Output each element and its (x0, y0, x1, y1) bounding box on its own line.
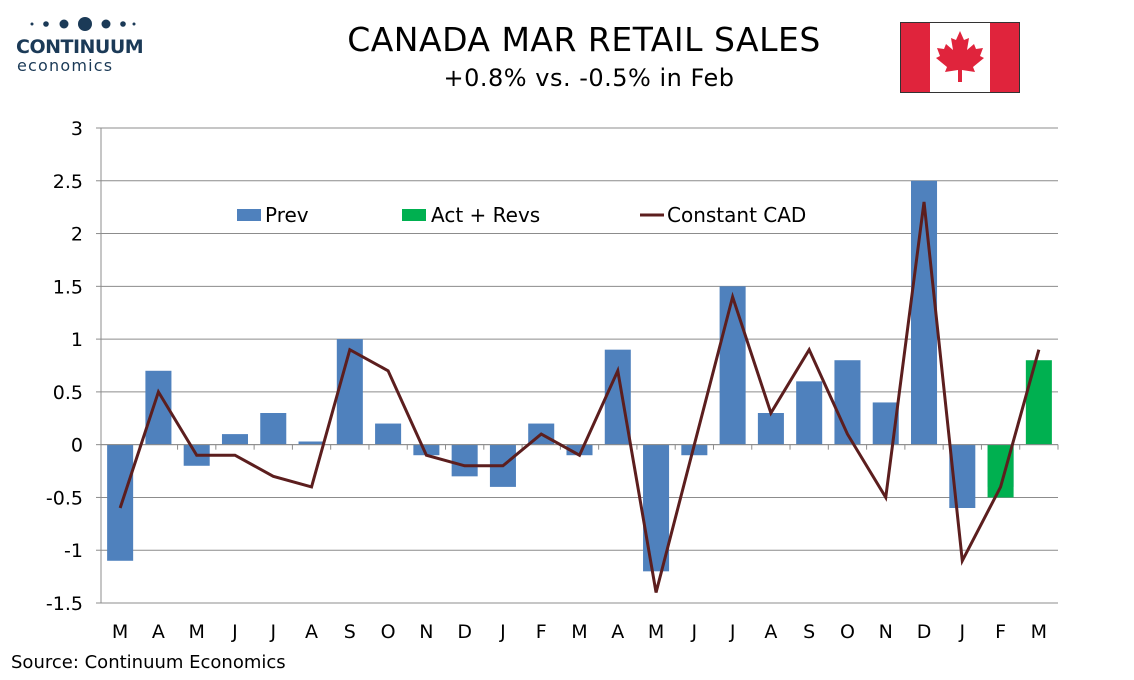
constant-cad-line-group (118, 201, 1041, 593)
x-tick-label: A (764, 621, 777, 643)
y-tick-label: -1 (64, 540, 83, 562)
bar-prev (911, 180, 938, 445)
x-tick-label: N (419, 621, 433, 643)
x-tick-label: O (840, 621, 855, 643)
legend: Prev Act + Revs Constant CAD (237, 203, 806, 227)
y-tick-label: 2.5 (53, 171, 83, 193)
x-tick-label: M (571, 621, 587, 643)
logo-dots-icon (30, 17, 136, 31)
legend-label-act-revs: Act + Revs (431, 203, 540, 227)
chart-title: CANADA MAR RETAIL SALES (347, 20, 821, 59)
chart-subtitle: +0.8% vs. -0.5% in Feb (443, 64, 735, 92)
x-tick-label: J (729, 621, 736, 643)
canada-flag-icon (900, 22, 1020, 93)
y-tick-label: 1.5 (53, 276, 83, 298)
bar-prev (757, 413, 784, 445)
x-tick-label: M (112, 621, 128, 643)
x-tick-label: D (917, 621, 932, 643)
logo-wordmark: CONTINUUM (16, 36, 144, 58)
legend-label-constant-cad: Constant CAD (667, 203, 806, 227)
y-tick-label: -0.5 (46, 487, 83, 509)
x-tick-label: D (457, 621, 472, 643)
x-tick-label: S (803, 621, 815, 643)
bar-prev (298, 441, 325, 445)
bar-prev (336, 339, 363, 445)
bar-prev (796, 381, 823, 445)
bar-prev (451, 444, 478, 477)
x-tick-label: O (381, 621, 396, 643)
x-tick-label: N (879, 621, 893, 643)
x-tick-label: M (648, 621, 664, 643)
x-tick-label: F (536, 621, 547, 643)
x-tick-label: M (1031, 621, 1047, 643)
y-tick-label: 0 (71, 435, 83, 457)
y-tick-label: 1 (71, 329, 83, 351)
bars (107, 180, 1052, 572)
logo-subtitle: economics (17, 56, 114, 75)
legend-swatch-act-revs (402, 209, 426, 221)
bar-prev (566, 444, 593, 456)
bar-prev (413, 444, 440, 456)
x-tick-label: M (188, 621, 204, 643)
x-tick-label: J (691, 621, 698, 643)
bar-act-revs (1025, 360, 1052, 445)
bar-prev (107, 444, 134, 561)
y-tick-label: 2 (71, 224, 83, 246)
constant-cad-line (118, 201, 1041, 593)
x-tick-label: J (958, 621, 965, 643)
x-tick-label: J (499, 621, 506, 643)
x-tick-label: A (152, 621, 165, 643)
x-tick-label: A (611, 621, 624, 643)
y-tick-label: 0.5 (53, 382, 83, 404)
x-tick-label: A (305, 621, 318, 643)
legend-label-prev: Prev (265, 203, 309, 227)
x-tick-label: F (995, 621, 1006, 643)
x-tick-label: J (269, 621, 276, 643)
legend-swatch-prev (237, 209, 261, 221)
x-tick-label: J (231, 621, 238, 643)
bar-prev (221, 434, 248, 445)
source-note: Source: Continuum Economics (11, 652, 286, 673)
bar-prev (375, 423, 402, 445)
y-tick-label: -1.5 (46, 593, 83, 615)
x-tick-label: S (344, 621, 356, 643)
y-tick-label: 3 (71, 118, 83, 140)
bar-prev (260, 413, 287, 445)
y-axis-ticks: 3 2.5 2 1.5 1 0.5 0 -0.5 -1 -1.5 (46, 118, 101, 615)
bar-prev (719, 286, 746, 445)
axes (100, 128, 1059, 603)
continuum-logo: CONTINUUM economics (10, 14, 144, 76)
